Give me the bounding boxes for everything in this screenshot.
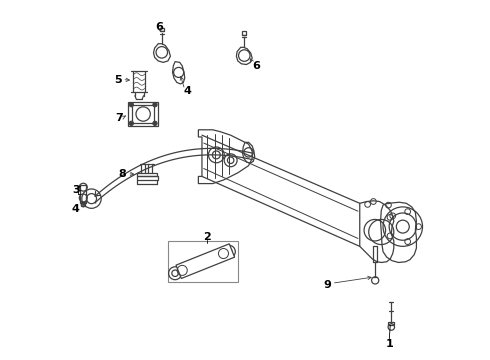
Bar — [168, 241, 238, 282]
Text: 1: 1 — [385, 339, 393, 349]
Bar — [137, 176, 158, 180]
Text: 5: 5 — [114, 75, 122, 85]
Bar — [128, 102, 158, 126]
Bar — [80, 185, 87, 203]
Text: 6: 6 — [252, 61, 260, 71]
Circle shape — [153, 103, 157, 107]
Polygon shape — [176, 244, 235, 279]
Text: 3: 3 — [72, 185, 79, 195]
Text: 9: 9 — [323, 280, 331, 290]
Bar — [160, 28, 164, 31]
Circle shape — [129, 103, 133, 107]
Text: 4: 4 — [184, 86, 192, 96]
Circle shape — [153, 121, 157, 126]
Bar — [243, 31, 246, 35]
Polygon shape — [181, 251, 223, 274]
Bar — [137, 173, 157, 176]
Text: 4: 4 — [72, 204, 80, 215]
Bar — [389, 321, 394, 325]
Text: 8: 8 — [119, 168, 126, 179]
Text: 2: 2 — [203, 232, 211, 242]
Bar — [81, 202, 85, 206]
Bar — [132, 105, 154, 123]
Text: 7: 7 — [115, 113, 122, 123]
Circle shape — [129, 121, 133, 126]
Text: 6: 6 — [155, 22, 163, 32]
